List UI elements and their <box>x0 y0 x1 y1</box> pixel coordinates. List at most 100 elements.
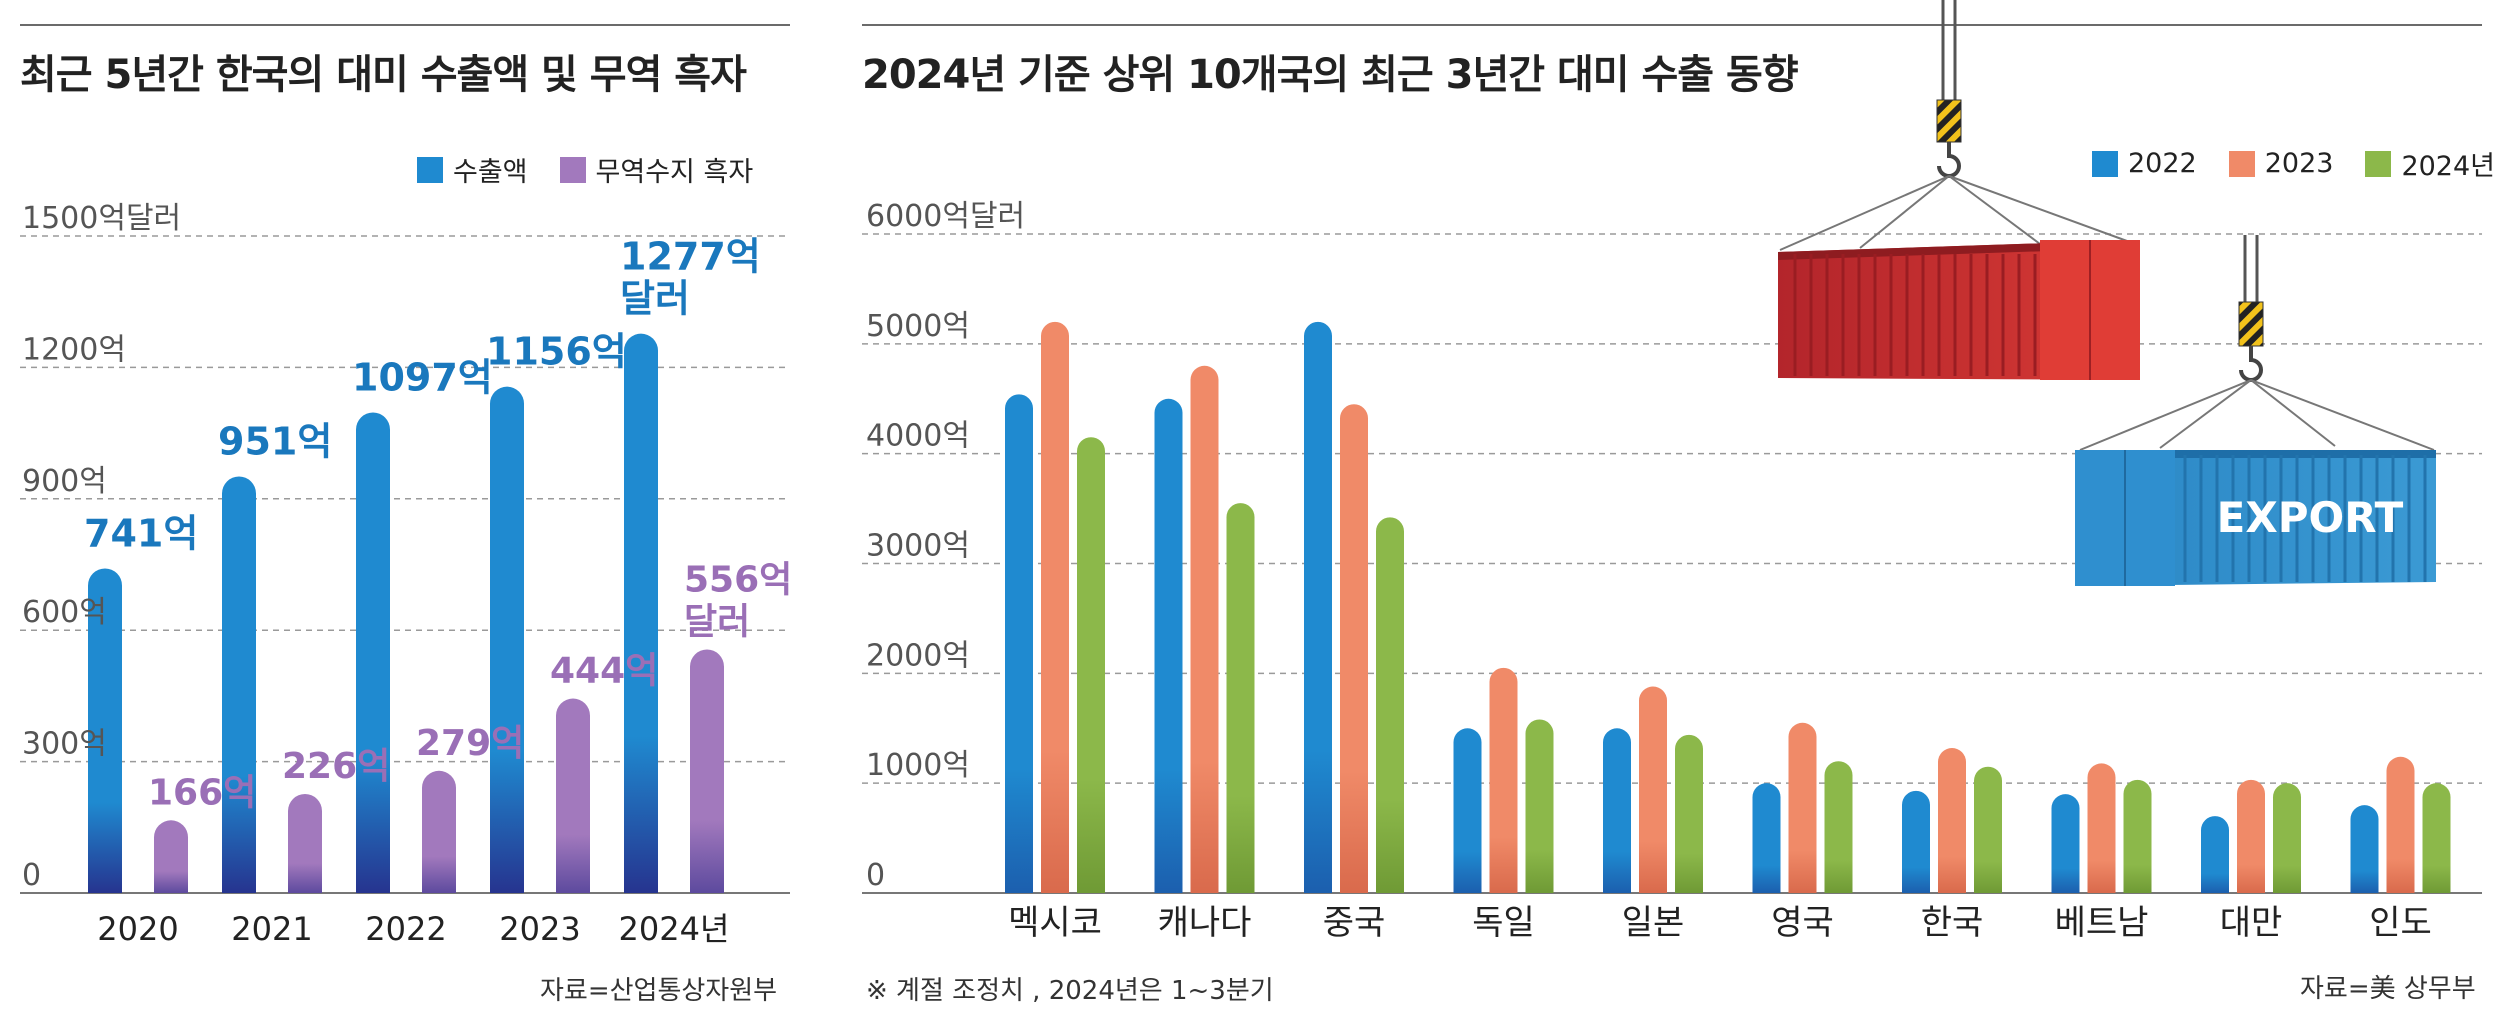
bar-2024 <box>1525 719 1554 893</box>
legend-label-2024: 2024년 <box>2401 151 2495 182</box>
x-tick-label: 멕시코 <box>1008 903 1102 943</box>
bar-2024 <box>1376 517 1405 893</box>
left-legend: 수출액 무역수지 흑자 <box>395 150 753 189</box>
bar-2023 <box>2237 779 2265 893</box>
x-tick-label: 영국 <box>1771 903 1834 943</box>
bar-surplus <box>556 698 590 893</box>
legend-item-2024: 2024년 <box>2365 144 2495 183</box>
y-tick-label: 1200억 <box>22 332 126 367</box>
left-chart-title: 최근 5년간 한국의 대미 수출액 및 무역 흑자 <box>20 52 747 98</box>
bar-2022 <box>1304 321 1332 893</box>
bar-2023 <box>1340 404 1368 893</box>
right-top-rule <box>862 24 2482 26</box>
data-label-exports: 951억 <box>218 419 332 463</box>
crane-hook-icon <box>2079 235 2435 451</box>
bar-exports <box>624 333 658 893</box>
x-tick-label: 한국 <box>1921 903 1984 943</box>
bar-2023 <box>1938 748 1966 893</box>
y-tick-label: 1000억 <box>866 748 970 783</box>
bar-2023 <box>1190 365 1219 893</box>
y-tick-label: 900억 <box>22 464 107 499</box>
bar-2022 <box>1902 790 1930 893</box>
bar-exports <box>222 476 256 893</box>
data-label-exports: 달러 <box>620 277 690 321</box>
x-tick-label: 2020 <box>97 910 178 948</box>
y-tick-label: 0 <box>866 858 885 893</box>
data-label-surplus: 279억 <box>416 723 524 764</box>
x-tick-label: 대만 <box>2220 903 2283 943</box>
bar-2024 <box>2273 783 2301 893</box>
legend-item-2023: 2023 <box>2228 148 2334 179</box>
red-shipping-container-icon <box>1778 240 2140 380</box>
bar-2022 <box>2350 805 2379 893</box>
y-tick-label: 0 <box>22 858 41 893</box>
bar-exports <box>490 386 524 893</box>
bar-2024 <box>1675 734 1703 893</box>
crane-hook-icon <box>1779 0 2139 251</box>
legend-label-2022: 2022 <box>2128 148 2197 179</box>
bar-exports <box>88 568 122 893</box>
legend-label-2023: 2023 <box>2264 148 2334 179</box>
bar-2022 <box>1603 728 1631 893</box>
bar-2023 <box>1639 686 1667 893</box>
bar-2023 <box>1041 321 1069 893</box>
x-tick-label: 2021 <box>231 910 312 948</box>
y-tick-label: 3000억 <box>866 529 970 564</box>
x-tick-label: 베트남 <box>2055 903 2149 943</box>
legend-label-exports: 수출액 <box>453 157 528 188</box>
legend-swatch-2023 <box>2228 150 2255 177</box>
bar-2024 <box>1824 761 1853 893</box>
left-bar-chart: 0 300억 600억 900억 1200억 1500억달러 2020 741억 166억 202… <box>20 201 792 948</box>
data-label-exports: 1156억 <box>486 330 627 374</box>
data-label-exports: 1097억 <box>352 356 493 400</box>
blue-shipping-container-icon: EXPORT <box>2075 450 2436 586</box>
data-label-surplus: 166억 <box>148 772 256 813</box>
x-tick-label: 2023 <box>499 910 580 948</box>
y-tick-label: 5000억 <box>866 309 970 344</box>
bar-2023 <box>1489 667 1518 893</box>
right-footnote: ※ 계절 조정치 , 2024년은 1~3분기 <box>866 976 1274 1006</box>
data-label-surplus: 226억 <box>282 746 390 787</box>
x-tick-label: 2024년 <box>619 910 730 948</box>
bar-surplus <box>288 794 322 893</box>
right-chart-title: 2024년 기준 상위 10개국의 최근 3년간 대미 수출 동향 <box>862 52 1799 98</box>
data-label-exports: 1277억 <box>620 235 761 279</box>
legend-item-exports: 수출액 <box>417 150 528 189</box>
left-top-rule <box>20 24 790 26</box>
x-tick-label: 인도 <box>2369 903 2432 943</box>
x-tick-label: 독일 <box>1472 903 1535 943</box>
bar-surplus <box>422 770 456 893</box>
legend-item-2022: 2022 <box>2092 148 2197 179</box>
bar-surplus <box>154 820 188 893</box>
right-legend: 2022 2023 2024년 <box>2070 144 2495 183</box>
bar-2024 <box>2123 779 2152 893</box>
y-tick-label: 4000억 <box>866 419 970 454</box>
left-source: 자료=산업통상자원부 <box>540 976 778 1006</box>
bar-2022 <box>2201 816 2229 893</box>
bar-2022 <box>1453 728 1482 893</box>
x-tick-label: 2022 <box>365 910 446 948</box>
x-tick-label: 일본 <box>1622 903 1685 943</box>
legend-swatch-exports <box>417 156 443 183</box>
y-tick-label: 600억 <box>22 595 107 630</box>
y-tick-label: 2000억 <box>866 638 970 673</box>
bar-surplus <box>690 649 724 893</box>
y-tick-label: 300억 <box>22 727 107 762</box>
bar-2022 <box>1154 398 1183 893</box>
x-tick-label: 캐나다 <box>1158 903 1252 943</box>
bar-exports <box>356 412 390 893</box>
bar-2022 <box>1752 783 1781 893</box>
data-label-exports: 741억 <box>84 511 198 555</box>
legend-swatch-2024 <box>2365 150 2392 177</box>
legend-swatch-surplus <box>559 156 586 183</box>
bar-2023 <box>2386 756 2415 893</box>
bar-2024 <box>1974 766 2002 893</box>
bar-2024 <box>2422 783 2451 893</box>
legend-item-surplus: 무역수지 흑자 <box>559 150 753 189</box>
data-label-surplus: 444억 <box>550 651 658 692</box>
y-tick-label: 1500억달러 <box>22 201 181 236</box>
bar-2022 <box>2051 794 2080 893</box>
bar-2024 <box>1077 437 1105 893</box>
bar-2022 <box>1005 394 1033 893</box>
